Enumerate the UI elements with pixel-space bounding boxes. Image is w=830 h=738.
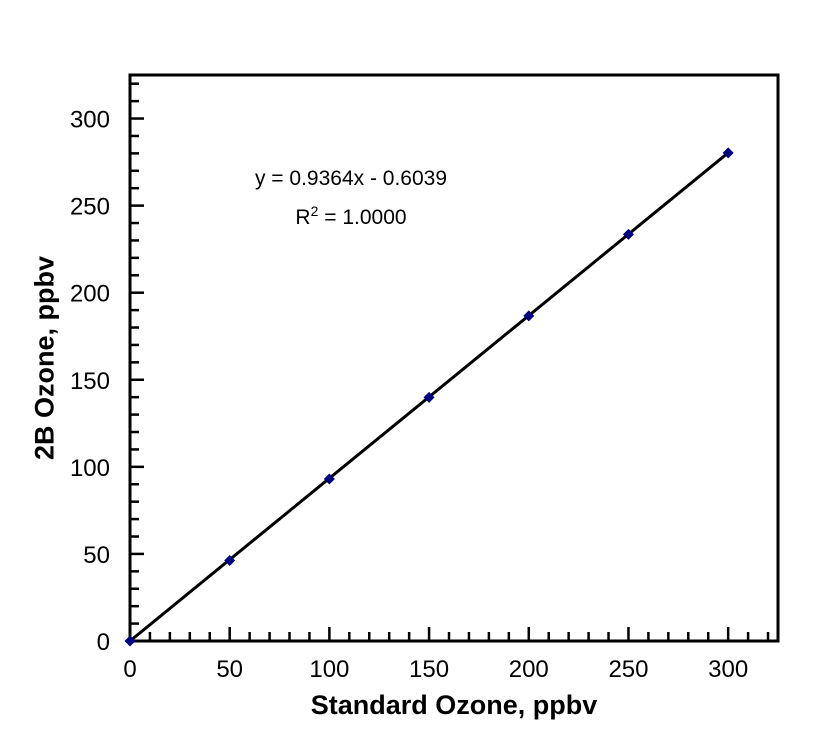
trendline-annotation: y = 0.9364x - 0.6039 R2 = 1.0000 <box>255 163 447 234</box>
data-point-marker <box>224 555 236 567</box>
x-axis-title: Standard Ozone, ppbv <box>310 690 598 720</box>
data-point-marker <box>722 147 734 159</box>
y-axis-title: 2B Ozone, ppbv <box>29 255 60 461</box>
x-tick-label: 300 <box>708 656 748 683</box>
r-squared-base: R <box>295 206 311 229</box>
plot-border <box>128 73 780 643</box>
x-tick-label: 50 <box>216 656 243 683</box>
data-point-marker <box>523 310 535 322</box>
r-squared-value: = 1.0000 <box>318 206 407 229</box>
data-point-marker <box>423 391 435 403</box>
y-tick-label: 250 <box>70 194 110 221</box>
y-tick-label: 200 <box>70 281 110 308</box>
y-tick-label: 50 <box>83 542 110 569</box>
y-tick-label: 100 <box>70 455 110 482</box>
r-squared-label: R2 = 1.0000 <box>255 195 447 234</box>
data-point-marker <box>622 228 634 240</box>
r-squared-exponent: 2 <box>310 203 319 219</box>
x-tick-label: 150 <box>409 656 449 683</box>
x-tick-label: 100 <box>309 656 349 683</box>
data-point-marker <box>323 473 335 485</box>
data-point-marker <box>124 635 136 647</box>
y-tick-label: 300 <box>70 107 110 134</box>
trendline-equation: y = 0.9364x - 0.6039 <box>254 167 448 190</box>
x-tick-label: 0 <box>123 656 136 683</box>
y-tick-label: 0 <box>97 629 110 656</box>
x-tick-label: 250 <box>608 656 648 683</box>
x-tick-label: 200 <box>509 656 549 683</box>
y-tick-label: 150 <box>70 368 110 395</box>
